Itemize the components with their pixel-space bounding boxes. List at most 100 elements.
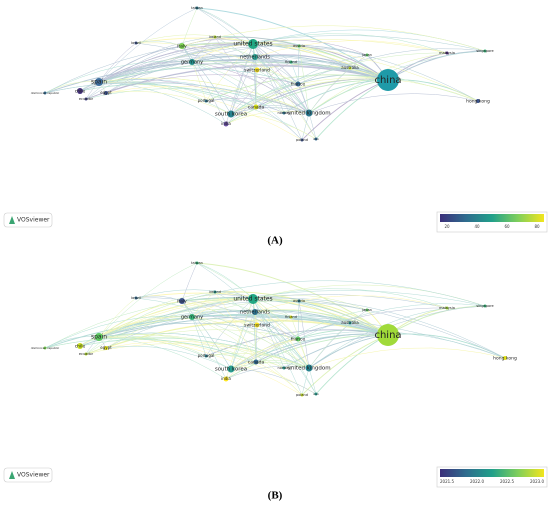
edge xyxy=(205,74,389,102)
edge xyxy=(230,298,254,370)
edge xyxy=(252,298,310,369)
edge xyxy=(214,291,310,369)
edge xyxy=(105,345,232,370)
edge xyxy=(181,25,486,52)
edge xyxy=(98,43,300,83)
edge xyxy=(254,311,310,369)
node-label: brazil xyxy=(131,296,141,300)
edge xyxy=(230,362,310,370)
edge xyxy=(98,290,486,338)
edge xyxy=(181,7,198,47)
edge xyxy=(135,295,183,302)
node xyxy=(179,43,185,49)
node-label: australia xyxy=(341,320,359,325)
edge xyxy=(283,79,389,114)
node-label: united states xyxy=(233,296,272,303)
colorbar xyxy=(440,214,544,222)
colorbar-tick-label: 2022.5 xyxy=(500,479,514,484)
edge xyxy=(252,288,448,309)
node xyxy=(483,304,487,308)
edge xyxy=(98,67,299,85)
edge xyxy=(191,316,207,357)
edge xyxy=(254,56,317,140)
panel-label: (A) xyxy=(267,235,283,247)
node xyxy=(84,352,88,356)
edge xyxy=(98,80,207,102)
edge xyxy=(98,336,303,396)
colorbar-tick-label: 40 xyxy=(474,224,480,229)
edge xyxy=(254,56,310,114)
node xyxy=(300,138,304,142)
edge xyxy=(181,42,389,81)
edge xyxy=(85,300,183,355)
edge xyxy=(98,77,310,114)
edge xyxy=(230,113,317,140)
node-label: france xyxy=(291,337,306,343)
edge xyxy=(225,110,310,125)
node-label: ireland xyxy=(209,35,221,39)
node-label: netherlands xyxy=(240,55,270,61)
edge xyxy=(191,316,299,340)
edge xyxy=(191,61,299,85)
node-label: united states xyxy=(233,41,272,48)
node xyxy=(189,59,195,65)
edge xyxy=(98,55,292,83)
edge xyxy=(105,319,389,349)
node xyxy=(348,321,352,325)
node-label: portugal xyxy=(198,98,215,103)
node xyxy=(77,88,83,94)
node-label: norway xyxy=(278,366,291,370)
node-label: ireland xyxy=(209,290,221,294)
node xyxy=(289,315,293,319)
node xyxy=(295,336,301,342)
node xyxy=(483,49,487,53)
edge xyxy=(230,67,351,115)
edge xyxy=(98,43,254,83)
edge xyxy=(254,310,292,318)
node xyxy=(84,97,88,101)
edge xyxy=(252,29,486,52)
edge xyxy=(225,338,299,380)
edge xyxy=(98,298,254,338)
node xyxy=(252,54,258,60)
edge xyxy=(98,36,216,83)
edge xyxy=(98,322,299,340)
edge xyxy=(290,315,389,336)
edge xyxy=(98,7,198,83)
edge xyxy=(135,37,389,81)
node-label: india xyxy=(221,121,231,126)
edge xyxy=(252,43,310,114)
node xyxy=(295,81,301,87)
edge xyxy=(252,43,389,81)
node xyxy=(43,91,47,95)
edge xyxy=(225,365,310,380)
node-label: japan xyxy=(361,53,372,57)
node-label: india xyxy=(221,376,231,381)
edge xyxy=(191,298,254,318)
colorbar-tick-label: 2021.5 xyxy=(440,479,454,484)
logo-box xyxy=(3,212,53,228)
node-label: ecuador xyxy=(79,352,94,356)
edge xyxy=(230,368,317,395)
edge xyxy=(98,291,216,338)
edge xyxy=(254,54,351,69)
edge xyxy=(214,36,310,114)
edge xyxy=(79,61,389,92)
edge xyxy=(181,45,232,115)
colorbar-tick-label: 20 xyxy=(444,224,450,229)
node-label: china xyxy=(374,330,401,341)
edge xyxy=(105,85,310,114)
edge xyxy=(230,78,389,115)
edge xyxy=(44,60,193,94)
edge xyxy=(98,67,299,85)
colorbar-tick-label: 60 xyxy=(504,224,510,229)
edge xyxy=(98,61,193,83)
edge xyxy=(98,62,479,102)
node xyxy=(314,392,318,396)
edge xyxy=(191,36,216,63)
edge xyxy=(191,291,216,318)
node xyxy=(289,60,293,64)
node xyxy=(377,69,399,91)
edge xyxy=(225,79,389,125)
node xyxy=(134,296,138,300)
